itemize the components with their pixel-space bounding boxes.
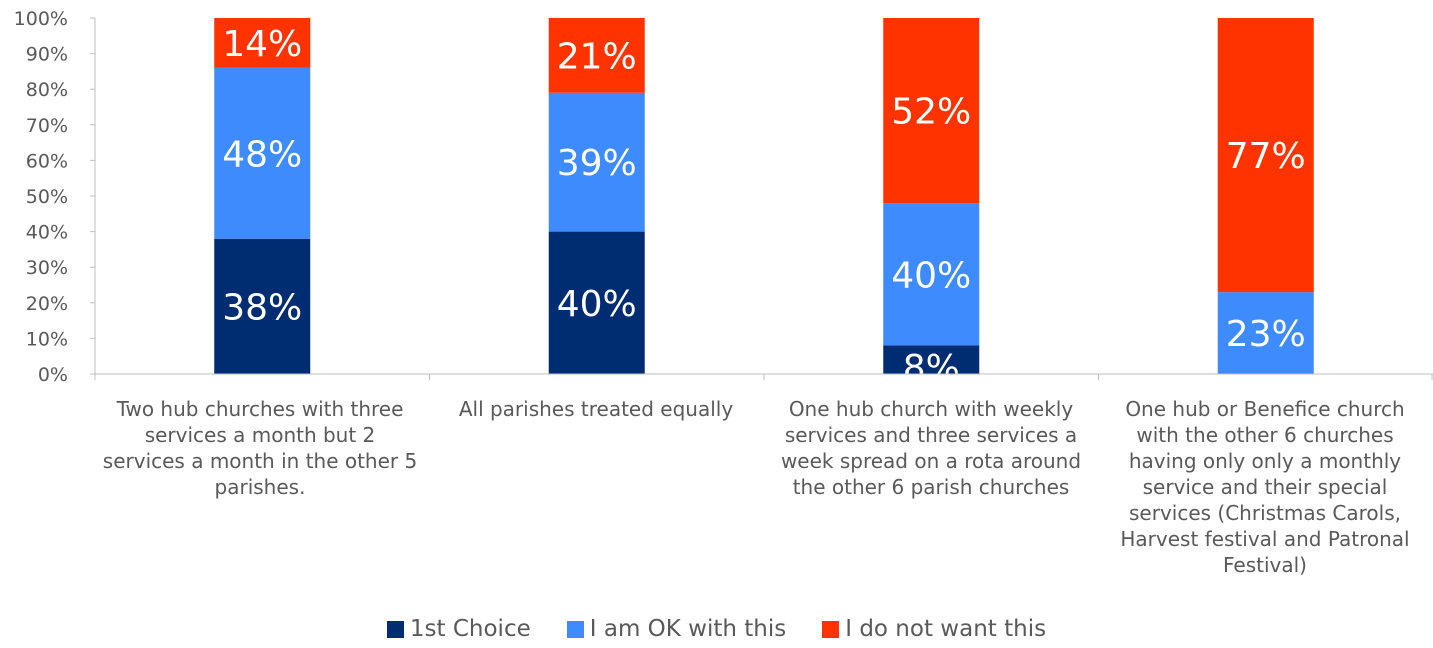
bar-segment bbox=[883, 203, 980, 346]
y-tick-label: 70% bbox=[26, 115, 68, 137]
y-axis: 0% 10% 20% 30% 40% 50% 60% 70% 80% 90% 100% bbox=[14, 8, 96, 386]
legend: 1st Choice I am OK with this I do not wa… bbox=[0, 616, 1433, 643]
bar-segment bbox=[883, 345, 980, 374]
y-tick-label: 50% bbox=[26, 186, 68, 208]
legend-swatch bbox=[822, 621, 840, 638]
bar-segment bbox=[214, 238, 311, 374]
bar-segment bbox=[548, 18, 645, 93]
y-tick-label: 90% bbox=[26, 44, 68, 66]
bar-segment bbox=[883, 18, 980, 204]
data-label: 40% bbox=[557, 284, 637, 325]
y-tick-label: 40% bbox=[26, 222, 68, 244]
bar-segment bbox=[1217, 18, 1314, 293]
category-label: All parishes treated equally bbox=[458, 397, 734, 421]
bar-segment bbox=[1217, 292, 1314, 374]
data-label: 21% bbox=[557, 36, 637, 77]
bar-segment bbox=[548, 92, 645, 232]
bars: 38% 48% 14% 40% 39% 21% 8% 40% 52% 23% 77% bbox=[214, 18, 1314, 389]
category-label: One hub or Benefice church with the othe… bbox=[1120, 397, 1410, 577]
data-label: 8% bbox=[903, 348, 960, 389]
y-tick-label: 30% bbox=[26, 257, 68, 279]
y-tick-label: 100% bbox=[14, 8, 68, 30]
legend-item-ok: I am OK with this bbox=[566, 616, 787, 643]
legend-label: I am OK with this bbox=[589, 616, 787, 642]
data-label: 23% bbox=[1226, 314, 1306, 355]
y-tick-label: 60% bbox=[26, 150, 68, 172]
bar-segment bbox=[214, 67, 311, 239]
data-label: 48% bbox=[222, 134, 302, 175]
y-tick-label: 20% bbox=[26, 293, 68, 315]
legend-swatch bbox=[386, 621, 404, 638]
y-tick-label: 10% bbox=[26, 328, 68, 350]
data-label: 52% bbox=[891, 92, 971, 133]
legend-item-do-not-want: I do not want this bbox=[822, 616, 1046, 643]
data-label: 38% bbox=[222, 287, 302, 328]
y-tick-label: 80% bbox=[26, 79, 68, 101]
bar-segment bbox=[548, 231, 645, 374]
category-label: One hub church with weekly services and … bbox=[780, 397, 1082, 499]
data-label: 14% bbox=[222, 24, 302, 65]
data-label: 77% bbox=[1226, 136, 1306, 177]
category-label: Two hub churches with three services a m… bbox=[102, 397, 418, 499]
legend-label: 1st Choice bbox=[409, 616, 531, 642]
data-label: 40% bbox=[891, 255, 971, 296]
legend-item-first-choice: 1st Choice bbox=[386, 616, 531, 643]
legend-swatch bbox=[566, 621, 584, 638]
x-axis bbox=[94, 373, 1433, 380]
data-label: 39% bbox=[557, 143, 637, 184]
bar-segment bbox=[214, 18, 311, 68]
legend-label: I do not want this bbox=[845, 616, 1047, 642]
y-tick-label: 0% bbox=[38, 364, 68, 386]
